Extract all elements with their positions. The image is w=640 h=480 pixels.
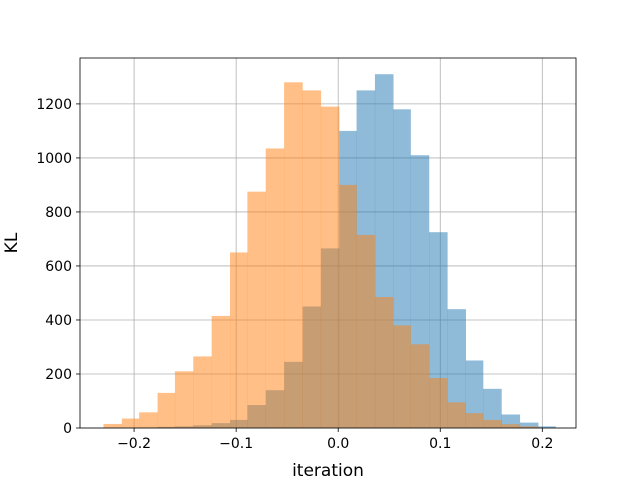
histogram-bar: [174, 371, 194, 428]
histogram-bar: [139, 412, 158, 428]
histogram-bar: [538, 426, 556, 428]
y-tick-label: 200: [45, 367, 72, 383]
histogram-bar: [465, 360, 484, 428]
histogram-bar: [465, 413, 484, 428]
histogram-bar: [230, 252, 248, 428]
histogram-bar: [519, 422, 539, 428]
y-axis: 0 200 400 600 800 1000 1200: [36, 97, 80, 437]
x-tick-label: 0.2: [531, 436, 553, 452]
histogram-bar: [447, 402, 466, 428]
histogram-bar: [339, 184, 357, 428]
histogram-bar: [103, 423, 123, 428]
series-1-bars: [103, 82, 539, 429]
histogram-bar: [393, 325, 411, 428]
histogram-bar: [247, 191, 266, 428]
y-tick-label: 600: [45, 259, 72, 275]
y-tick-label: 0: [63, 421, 72, 437]
histogram-bar: [429, 378, 448, 428]
histogram-bar: [356, 234, 376, 428]
histogram-bar: [157, 392, 176, 428]
y-tick-label: 400: [45, 313, 72, 329]
y-tick-label: 1200: [36, 97, 72, 113]
plot-frame: [79, 57, 577, 429]
y-axis-title: KL: [2, 232, 22, 253]
histogram-bar: [302, 90, 322, 429]
histogram-bar: [284, 82, 303, 428]
histogram-bar: [193, 356, 212, 428]
histogram-bar: [501, 424, 521, 428]
histogram-bars: [103, 74, 556, 429]
x-tick-label: 0.1: [429, 436, 451, 452]
histogram-bar: [519, 426, 539, 428]
x-tick-label: 0.0: [327, 436, 349, 452]
histogram-bar: [265, 148, 285, 428]
histogram-bar: [483, 419, 502, 428]
histogram-bar: [121, 418, 140, 428]
x-tick-label: −0.1: [219, 436, 253, 452]
histogram-bar: [211, 315, 231, 428]
x-axis-title: iteration: [292, 461, 364, 480]
y-tick-label: 800: [45, 205, 72, 221]
histogram-bar: [483, 388, 502, 428]
histogram-bar: [320, 106, 340, 429]
histogram-bar: [447, 309, 466, 428]
x-axis: −0.2 −0.1 0.0 0.1 0.2: [117, 428, 553, 452]
histogram-bar: [374, 297, 394, 428]
y-tick-label: 1000: [36, 151, 72, 167]
x-tick-label: −0.2: [117, 436, 151, 452]
histogram-bar: [410, 344, 430, 428]
